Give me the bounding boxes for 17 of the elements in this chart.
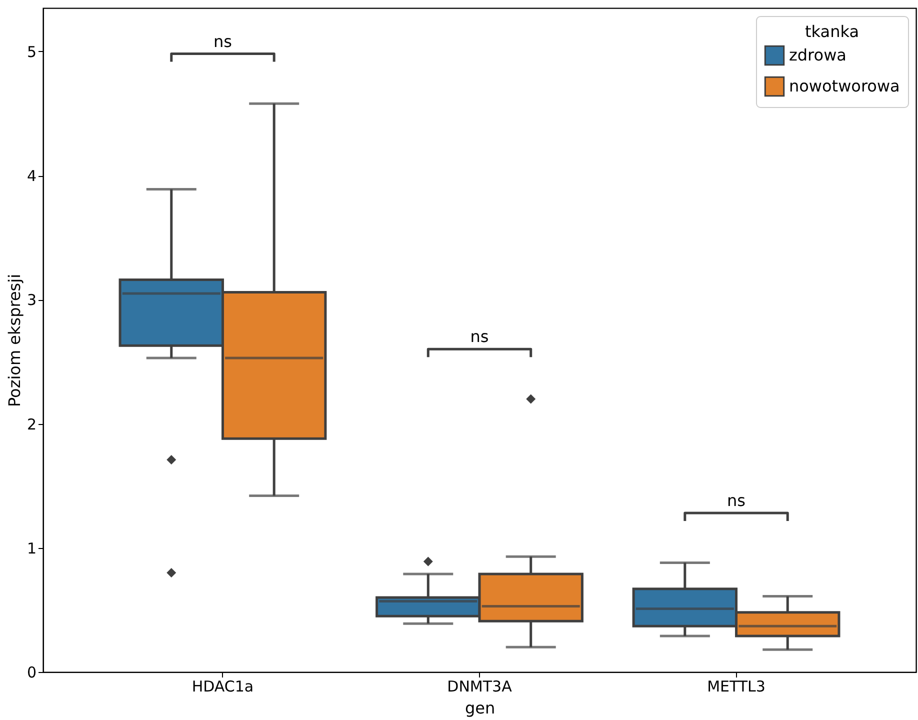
annotation: ns (213, 32, 232, 51)
y-tick-label: 0 (26, 664, 36, 682)
x-axis-title: gen (464, 698, 496, 718)
legend-title: tkanka (805, 22, 859, 41)
y-tick-label: 1 (26, 539, 36, 558)
x-tick-label: HDAC1a (192, 678, 254, 696)
y-tick-label: 5 (26, 42, 36, 61)
legend-label: nowotworowa (789, 76, 900, 96)
annotation: ns (470, 327, 489, 346)
x-tick-label: DNMT3A (447, 678, 513, 696)
legend-label: zdrowa (789, 46, 846, 64)
x-tick-label: METTL3 (707, 678, 766, 696)
y-tick-label: 4 (26, 167, 36, 186)
y-tick-label: 3 (26, 291, 36, 310)
annotation: ns (727, 490, 746, 510)
y-tick-label: 2 (26, 415, 36, 434)
y-axis-title: Poziom ekspresji (4, 274, 24, 408)
